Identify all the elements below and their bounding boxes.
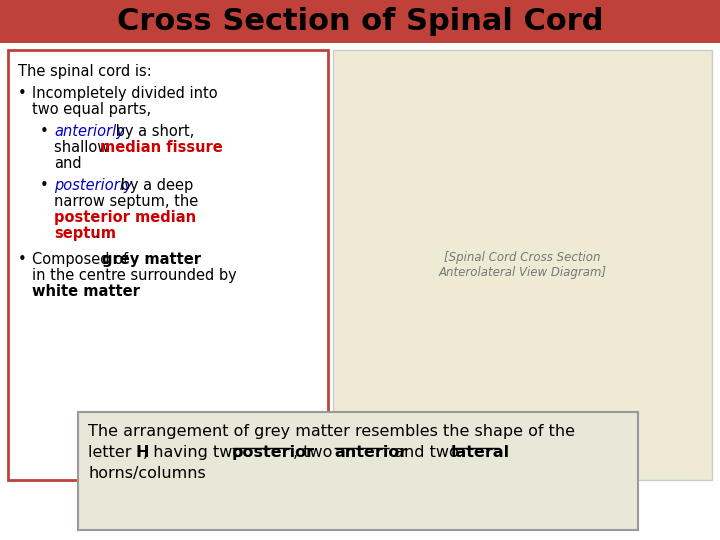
Text: Composed of: Composed of [32,252,132,267]
Text: •: • [40,178,49,193]
Text: white matter: white matter [32,284,140,299]
Text: •: • [40,124,49,139]
Text: in the centre surrounded by: in the centre surrounded by [32,268,237,283]
Text: by a deep: by a deep [116,178,193,193]
Text: shallow: shallow [54,140,114,155]
Text: letter: letter [88,445,137,460]
Text: The arrangement of grey matter resembles the shape of the: The arrangement of grey matter resembles… [88,424,575,439]
Text: septum: septum [54,226,116,241]
Text: anterior: anterior [334,445,408,460]
Text: .: . [94,226,99,241]
Text: by a short,: by a short, [111,124,194,139]
Text: lateral: lateral [451,445,510,460]
Text: and: and [54,156,81,171]
Text: narrow septum, the: narrow septum, the [54,194,198,209]
Text: The spinal cord is:: The spinal cord is: [18,64,152,79]
Text: horns/columns: horns/columns [88,466,206,481]
Text: two equal parts,: two equal parts, [32,102,151,117]
FancyBboxPatch shape [0,0,720,43]
Text: •: • [18,252,27,267]
Text: and two: and two [389,445,464,460]
FancyBboxPatch shape [333,50,712,480]
Text: posteriorly: posteriorly [54,178,132,193]
FancyBboxPatch shape [78,412,638,530]
Text: median fissure: median fissure [100,140,222,155]
Text: Incompletely divided into: Incompletely divided into [32,86,217,101]
Text: anteriorly: anteriorly [54,124,125,139]
Text: , having two: , having two [143,445,247,460]
Text: •: • [18,86,27,101]
Text: [Spinal Cord Cross Section
Anterolateral View Diagram]: [Spinal Cord Cross Section Anterolateral… [438,251,606,279]
Text: grey matter: grey matter [102,252,201,267]
FancyBboxPatch shape [8,50,328,480]
Text: posterior median: posterior median [54,210,196,225]
Text: Cross Section of Spinal Cord: Cross Section of Spinal Cord [117,8,603,37]
Text: posterior: posterior [232,445,315,460]
Text: , two: , two [293,445,338,460]
Text: H: H [136,445,149,460]
